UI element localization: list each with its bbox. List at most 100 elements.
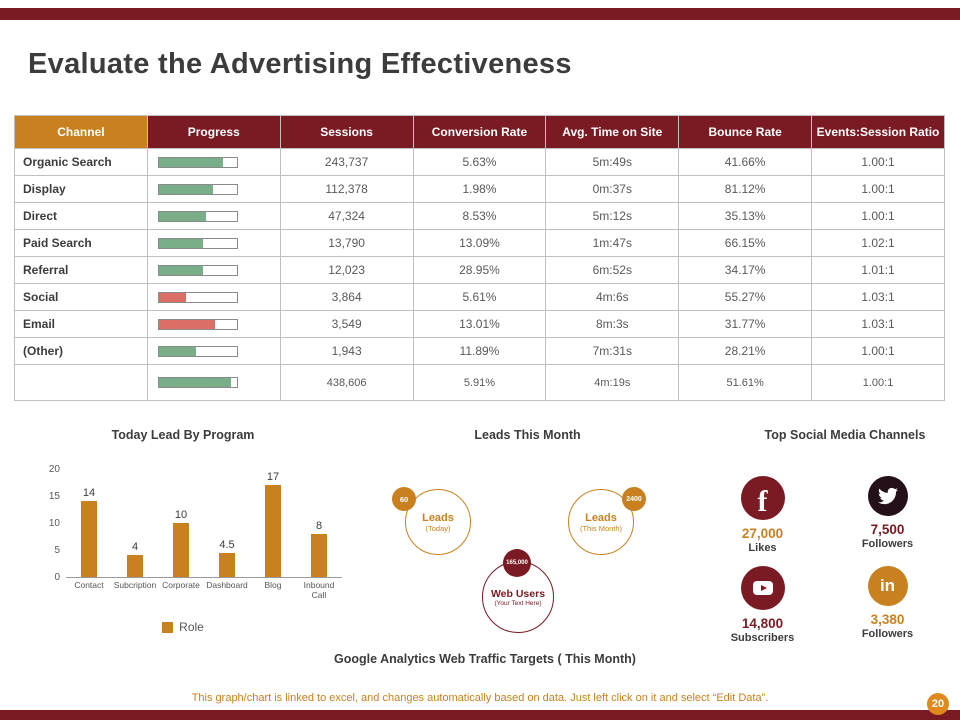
progress-cell — [146, 175, 281, 203]
twitter-stat: 7,500 Followers — [862, 476, 913, 554]
table-row: Email 3,549 13.01% 8m:3s 31.77% 1.03:1 — [14, 310, 945, 338]
table-row: Social 3,864 5.61% 4m:6s 55.27% 1.03:1 — [14, 283, 945, 311]
linkedin-metric: Followers — [861, 628, 914, 640]
channel-cell: Referral — [14, 256, 148, 284]
conversion-cell: 5.61% — [412, 283, 547, 311]
progress-bar — [157, 264, 238, 276]
x-tick-label: Blog — [264, 580, 282, 590]
ratio-cell: 1.00:1 — [811, 337, 945, 365]
bar — [127, 555, 143, 577]
bounce-cell: 66.15% — [678, 229, 813, 257]
avg-time-cell: 4m:6s — [545, 283, 680, 311]
table-total-row: 438,606 5.91% 4m:19s 51.61% 1.00:1 — [14, 364, 945, 401]
channel-cell: Email — [14, 310, 148, 338]
table-row: Organic Search 243,737 5.63% 5m:49s 41.6… — [14, 148, 945, 176]
leads-diagram-title: Leads This Month — [474, 428, 581, 442]
sessions-cell: 438,606 — [279, 364, 414, 401]
progress-cell — [146, 148, 281, 176]
youtube-stat: 14,800 Subscribers — [731, 566, 794, 644]
progress-bar — [157, 237, 238, 249]
x-tick-label: Subcription — [113, 580, 157, 590]
bar-group: 10 — [158, 509, 204, 577]
progress-fill — [158, 292, 187, 302]
sessions-cell: 243,737 — [279, 148, 414, 176]
ratio-cell: 1.03:1 — [811, 310, 945, 338]
x-tick-label: Contact — [74, 580, 104, 590]
leads-today-badge: 60 — [392, 487, 416, 511]
advertising-effectiveness-table: Channel Progress Sessions Conversion Rat… — [14, 115, 945, 401]
leads-diagram: Leads This Month Leads (Today) 60 Leads … — [334, 428, 700, 673]
bar-chart-title: Today Lead By Program — [111, 428, 255, 442]
y-tick-label: 5 — [54, 545, 60, 556]
channel-cell: Organic Search — [14, 148, 148, 176]
circle-sublabel: (This Month) — [579, 523, 623, 533]
circle-label: Web Users — [490, 587, 546, 600]
bounce-cell: 34.17% — [678, 256, 813, 284]
ratio-cell: 1.00:1 — [811, 202, 945, 230]
ratio-cell: 1.03:1 — [811, 283, 945, 311]
progress-cell — [146, 337, 281, 365]
conversion-cell: 13.01% — [412, 310, 547, 338]
progress-bar — [157, 156, 238, 168]
column-header-progress: Progress — [146, 115, 281, 149]
progress-bar — [157, 318, 238, 330]
sessions-cell: 3,864 — [279, 283, 414, 311]
sessions-cell: 47,324 — [279, 202, 414, 230]
bar-value-label: 8 — [315, 519, 323, 532]
column-header-conversion-rate: Conversion Rate — [412, 115, 547, 149]
conversion-cell: 5.63% — [412, 148, 547, 176]
bar — [81, 501, 97, 577]
progress-cell — [146, 283, 281, 311]
avg-time-cell: 7m:31s — [545, 337, 680, 365]
twitter-metric: Followers — [861, 538, 914, 550]
bar-group: 17 — [250, 471, 296, 577]
legend-swatch — [162, 621, 174, 633]
x-tick-label: Corporate — [162, 580, 200, 590]
x-axis: Contact Subcription Corporate Dashboard … — [66, 580, 342, 601]
sessions-cell: 1,943 — [279, 337, 414, 365]
leads-today-circle: Leads (Today) — [405, 489, 471, 555]
ratio-cell: 1.01:1 — [811, 256, 945, 284]
progress-fill — [158, 238, 203, 248]
bounce-cell: 35.13% — [678, 202, 813, 230]
bar-value-label: 14 — [82, 487, 96, 500]
conversion-cell: 1.98% — [412, 175, 547, 203]
bar — [173, 523, 189, 577]
leads-diagram-caption: Google Analytics Web Traffic Targets ( T… — [334, 652, 636, 666]
bar-group: 14 — [66, 487, 112, 577]
table-row: Direct 47,324 8.53% 5m:12s 35.13% 1.00:1 — [14, 202, 945, 230]
y-tick-label: 15 — [48, 491, 60, 502]
circle-sublabel: (Your Text Here) — [494, 599, 542, 607]
channel-cell: Paid Search — [14, 229, 148, 257]
slide-title: Evaluate the Advertising Effectiveness — [28, 48, 572, 80]
youtube-icon — [740, 566, 785, 610]
avg-time-cell: 5m:49s — [545, 148, 680, 176]
channel-cell: Display — [14, 175, 148, 203]
bar — [265, 485, 281, 577]
x-tick-label: Inbound Call — [303, 580, 335, 600]
progress-cell — [146, 202, 281, 230]
progress-fill — [158, 319, 215, 329]
bar-group: 4 — [112, 541, 158, 577]
progress-fill — [158, 265, 203, 275]
bounce-cell: 81.12% — [678, 175, 813, 203]
linkedin-icon: in — [867, 566, 908, 606]
progress-cell — [146, 256, 281, 284]
channel-cell: Social — [14, 283, 148, 311]
progress-bar — [157, 291, 238, 303]
twitter-value: 7,500 — [870, 522, 905, 537]
table-row: (Other) 1,943 11.89% 7m:31s 28.21% 1.00:… — [14, 337, 945, 365]
social-channels-title: Top Social Media Channels — [764, 428, 926, 442]
bar-group: 8 — [296, 520, 342, 577]
bar-group: 4.5 — [204, 539, 250, 577]
bounce-cell: 51.61% — [678, 364, 813, 401]
progress-fill — [158, 378, 232, 387]
bar-chart-plot: 14 4 10 4.5 17 8 — [66, 470, 342, 578]
page-number-badge: 20 — [927, 693, 949, 715]
progress-bar — [157, 183, 238, 195]
table-row: Paid Search 13,790 13.09% 1m:47s 66.15% … — [14, 229, 945, 257]
progress-bar — [157, 210, 238, 222]
progress-bar — [157, 377, 238, 388]
leads-month-badge: 2400 — [622, 487, 646, 511]
bar-value-label: 17 — [266, 471, 280, 484]
